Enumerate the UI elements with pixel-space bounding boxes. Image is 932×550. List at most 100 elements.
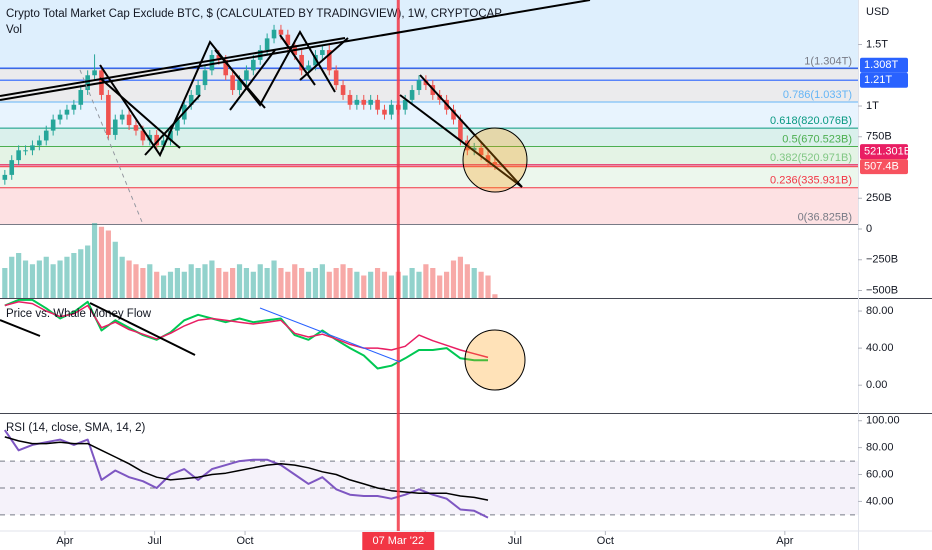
series-line — [4, 436, 489, 501]
candle-body — [340, 85, 346, 95]
trend-line — [279, 34, 316, 86]
y-tick-label: 80.00 — [866, 442, 894, 454]
volume-bar — [430, 268, 436, 298]
volume-bar — [167, 271, 174, 298]
trend-line — [229, 49, 276, 111]
candle-body — [271, 29, 277, 39]
volume-bar — [223, 271, 229, 298]
x-tick-label: Oct — [597, 535, 614, 547]
y-tick-label: 1T — [866, 100, 879, 112]
y-tick-label: 1.5T — [866, 38, 888, 50]
candle-body — [9, 160, 15, 175]
candle-body — [492, 161, 498, 165]
y-tick-label: 60.00 — [866, 468, 894, 480]
candle-body — [375, 99, 380, 110]
trend-line — [99, 77, 181, 149]
volume-bar — [368, 271, 374, 298]
y-tick-label: −500B — [866, 284, 898, 296]
volume-bar — [319, 264, 325, 298]
volume-bar — [278, 268, 284, 298]
volume-bar — [416, 271, 422, 298]
volume-bar — [292, 264, 298, 298]
volume-bar — [464, 264, 470, 298]
volume-bar — [492, 294, 498, 298]
y-tick-label: 40.00 — [866, 495, 894, 507]
candle-body — [285, 34, 291, 46]
volume-bar — [126, 260, 132, 298]
volume-bar — [64, 256, 70, 298]
price-label-box — [860, 72, 908, 88]
marker-label-box — [362, 532, 435, 550]
volume-bar — [230, 268, 236, 298]
series-line — [4, 301, 489, 359]
candle-body — [458, 119, 463, 141]
price-label-box — [860, 159, 908, 175]
volume-bar — [409, 268, 415, 298]
volume-bar — [98, 226, 105, 298]
candle-body — [223, 59, 229, 76]
volume-bar — [450, 260, 457, 298]
price-label: 1.308T — [864, 59, 899, 71]
candle-body — [92, 70, 97, 76]
trend-line — [89, 302, 196, 356]
x-tick-label: Apr — [776, 535, 793, 547]
volume-bar — [388, 275, 394, 298]
volume-bar — [374, 268, 381, 298]
trend-line — [399, 94, 523, 188]
volume-bar — [312, 268, 319, 298]
candle-body — [416, 80, 422, 91]
fib-label: 0.236(335.931B) — [770, 175, 852, 187]
volume-bar — [333, 268, 339, 298]
candle-body — [244, 70, 249, 81]
volume-bar — [160, 275, 167, 298]
candle-body — [112, 119, 118, 135]
y-tick-label: 100.00 — [866, 415, 900, 427]
candle-body — [347, 94, 353, 105]
candle-body — [251, 59, 256, 71]
volume-bar — [347, 268, 353, 298]
candle-body — [485, 155, 491, 162]
volume-bar — [209, 260, 215, 298]
volume-bar — [236, 264, 243, 298]
volume-title: Vol — [6, 24, 22, 36]
candle-body — [71, 104, 77, 110]
candle-body — [119, 114, 125, 120]
trend-line — [419, 74, 523, 188]
candle-body — [402, 99, 408, 110]
y-tick-label: 80.00 — [866, 305, 894, 317]
candle-body — [50, 119, 56, 131]
candle-body — [147, 134, 153, 141]
candle-body — [133, 125, 139, 131]
rsi-band — [0, 461, 858, 515]
candle-body — [278, 29, 284, 35]
volume-bar — [216, 268, 222, 298]
rsi-title: RSI (14, close, SMA, 14, 2) — [6, 422, 146, 434]
volume-bar — [340, 264, 346, 298]
volume-bar — [43, 256, 49, 298]
candle-body — [237, 80, 242, 91]
candle-body — [154, 134, 159, 146]
candle-body — [195, 85, 201, 95]
volume-bar — [112, 241, 118, 298]
candle-body — [106, 94, 111, 135]
y-tick-label: −250B — [866, 254, 898, 266]
trend-line — [0, 319, 41, 337]
price-label: 1.21T — [864, 74, 892, 86]
volume-bar — [29, 264, 36, 298]
candle-body — [471, 147, 477, 151]
volume-bar — [471, 268, 477, 298]
y-tick-label: 0 — [866, 223, 872, 235]
candle-body — [209, 54, 215, 71]
volume-bar — [154, 271, 160, 298]
candle-body — [85, 75, 90, 91]
fib-zone — [0, 128, 858, 147]
volume-bar — [257, 264, 263, 298]
candle-body — [126, 114, 132, 126]
volume-bar — [133, 264, 139, 298]
candle-body — [326, 50, 332, 71]
volume-bar — [85, 245, 91, 298]
volume-bar — [485, 275, 491, 298]
rsi-pane — [0, 429, 858, 519]
candle-body — [188, 94, 194, 105]
volume-bar — [250, 271, 256, 298]
